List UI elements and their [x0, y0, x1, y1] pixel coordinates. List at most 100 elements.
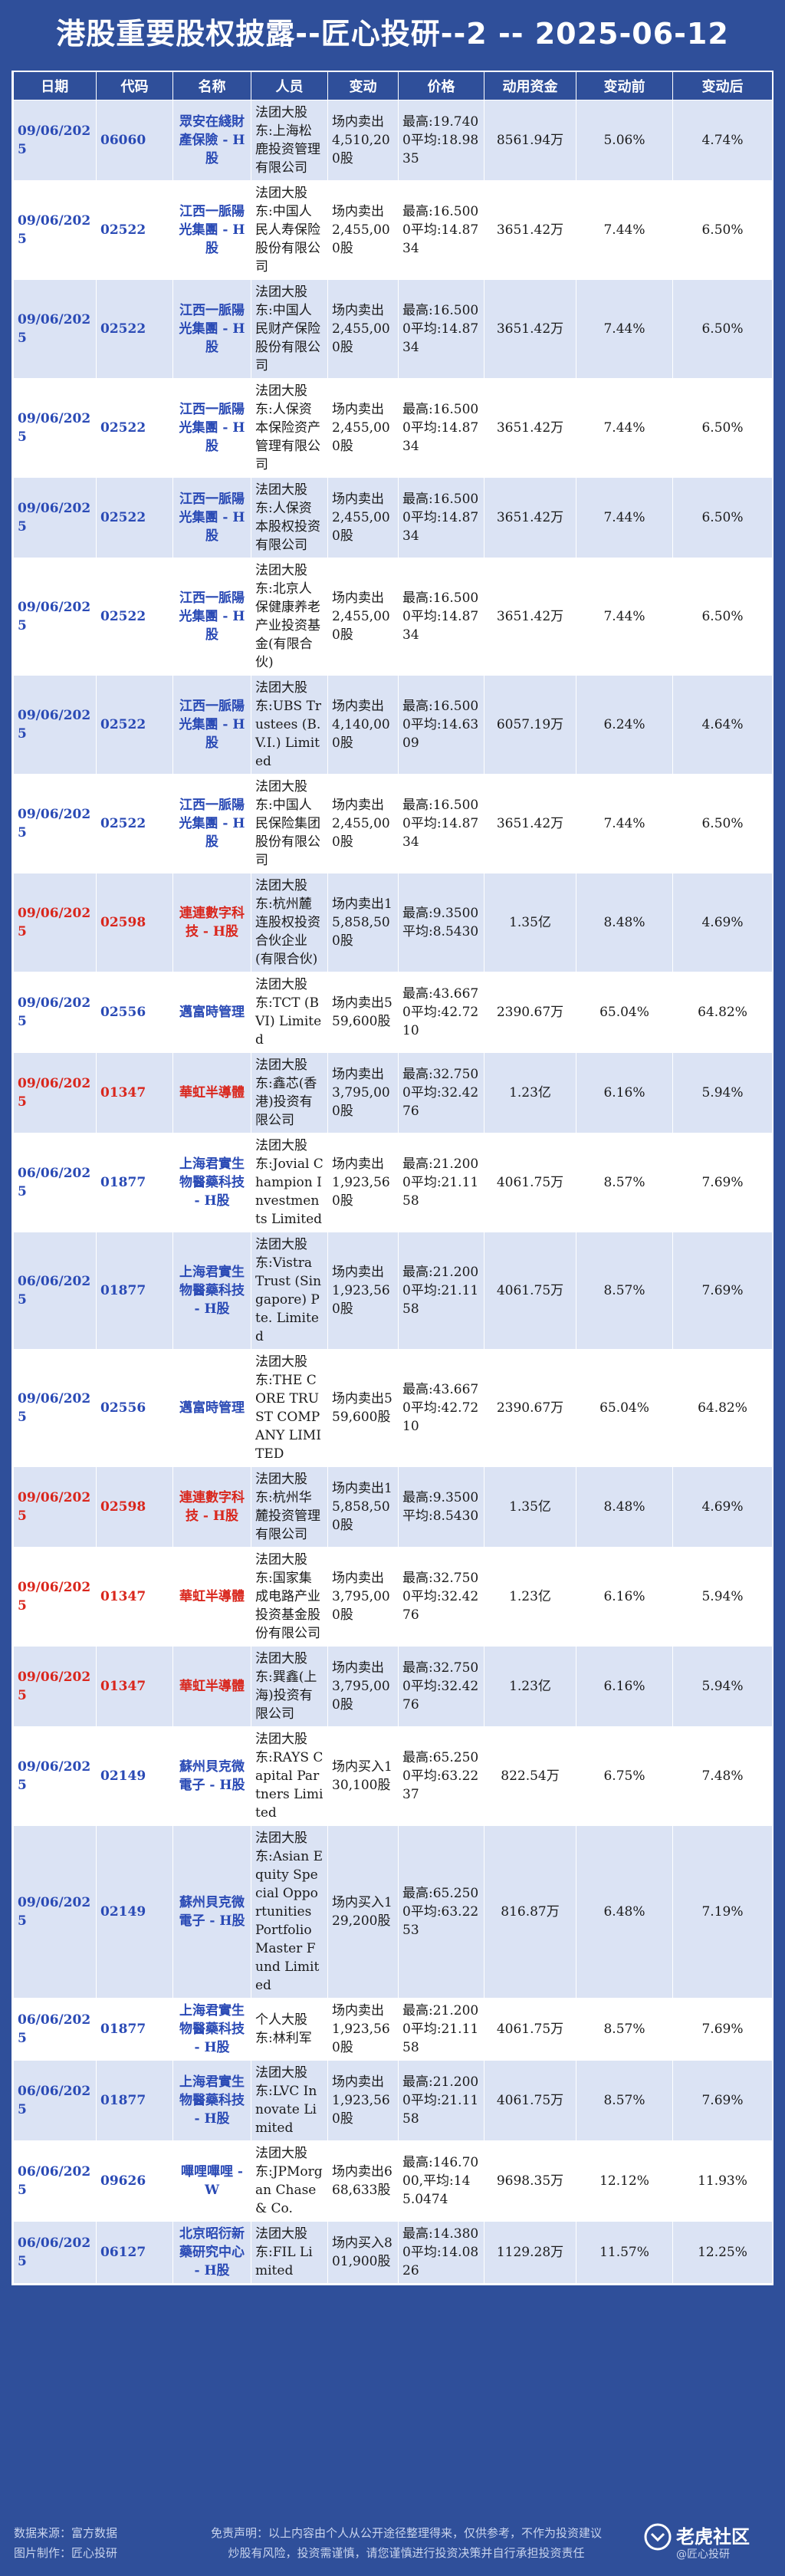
cell-funds: 4061.75万: [484, 2060, 576, 2141]
cell-after: 4.74%: [672, 100, 773, 181]
cell-after: 7.69%: [672, 1133, 773, 1232]
cell-person: 法团大股东:UBS Trustees (B.V.I.) Limited: [251, 675, 328, 775]
cell-change: 场内卖出3,795,000股: [327, 1547, 399, 1647]
cell-person: 法团大股东:国家集成电路产业投资基金股份有限公司: [251, 1547, 328, 1647]
header-funds: 动用资金: [484, 72, 576, 100]
cell-change: 场内卖出1,923,560股: [327, 1998, 399, 2061]
cell-before: 8.57%: [576, 2060, 673, 2141]
cell-person: 法团大股东:人保资本股权投资有限公司: [251, 477, 328, 558]
cell-date: 09/06/2025: [13, 1726, 97, 1826]
table-row: 06/06/2025 01877 上海君實生物醫藥科技 - H股 个人大股东:林利军场…: [13, 1998, 773, 2061]
cell-name: 邁富時管理: [172, 1349, 251, 1467]
cell-before: 8.57%: [576, 1133, 673, 1232]
cell-before: 11.57%: [576, 2221, 673, 2284]
cell-date: 09/06/2025: [13, 558, 97, 676]
cell-after: 7.69%: [672, 2060, 773, 2141]
cell-name: 江西一脈陽光集團 - H股: [172, 558, 251, 676]
cell-before: 5.06%: [576, 100, 673, 181]
table-row: 09/06/2025 02598 連連數字科技 - H股 法团大股东:杭州麓连股权投资…: [13, 873, 773, 972]
cell-price: 最高:9.3500平均:8.5430: [398, 873, 484, 972]
cell-funds: 9698.35万: [484, 2140, 576, 2222]
cell-code: 01877: [96, 1133, 173, 1232]
cell-code: 02598: [96, 873, 173, 972]
cell-person: 法团大股东:上海松鹿投资管理有限公司: [251, 100, 328, 181]
cell-person: 法团大股东:LVC Innovate Limited: [251, 2060, 328, 2141]
cell-date: 09/06/2025: [13, 1646, 97, 1727]
disclosure-table-wrap: 日期 代码 名称 人员 变动 价格 动用资金 变动前 变动后 09/06/202…: [11, 71, 774, 2285]
cell-before: 7.44%: [576, 774, 673, 873]
cell-date: 06/06/2025: [13, 1998, 97, 2061]
cell-name: 江西一脈陽光集團 - H股: [172, 180, 251, 280]
cell-code: 01877: [96, 2060, 173, 2141]
table-row: 09/06/2025 02556 邁富時管理 法团大股东:THE CORE TRUST…: [13, 1349, 773, 1467]
table-row: 09/06/2025 02522 江西一脈陽光集團 - H股 法团大股东:人保资本股权…: [13, 477, 773, 558]
cell-funds: 1129.28万: [484, 2221, 576, 2284]
cell-change: 场内买入801,900股: [327, 2221, 399, 2284]
cell-before: 8.48%: [576, 1466, 673, 1548]
cell-price: 最高:16.5000平均:14.8734: [398, 477, 484, 558]
cell-before: 7.44%: [576, 378, 673, 478]
table-row: 09/06/2025 02556 邁富時管理 法团大股东:TCT (BVI) Limi…: [13, 972, 773, 1053]
cell-name: 蘇州貝克微電子 - H股: [172, 1825, 251, 1999]
cell-after: 6.50%: [672, 774, 773, 873]
table-row: 09/06/2025 02522 江西一脈陽光集團 - H股 法团大股东:中国人民财产…: [13, 279, 773, 379]
table-row: 09/06/2025 02522 江西一脈陽光集團 - H股 法团大股东:北京人保健康…: [13, 558, 773, 676]
cell-person: 法团大股东:杭州麓连股权投资合伙企业(有限合伙): [251, 873, 328, 972]
cell-change: 场内卖出1,923,560股: [327, 2060, 399, 2141]
cell-person: 法团大股东:中国人民保险集团股份有限公司: [251, 774, 328, 873]
cell-date: 09/06/2025: [13, 675, 97, 775]
cell-date: 09/06/2025: [13, 972, 97, 1053]
table-row: 09/06/2025 02522 江西一脈陽光集團 - H股 法团大股东:UBS Tr…: [13, 675, 773, 775]
cell-name: 眾安在綫財產保險 - H股: [172, 100, 251, 181]
table-row: 09/06/2025 02598 連連數字科技 - H股 法团大股东:杭州华麓投资管理…: [13, 1466, 773, 1548]
cell-after: 7.19%: [672, 1825, 773, 1999]
cell-change: 场内卖出4,140,000股: [327, 675, 399, 775]
cell-change: 场内卖出2,455,000股: [327, 378, 399, 478]
cell-person: 个人大股东:林利军: [251, 1998, 328, 2061]
cell-funds: 3651.42万: [484, 558, 576, 676]
table-row: 09/06/2025 02522 江西一脈陽光集團 - H股 法团大股东:中国人民人寿…: [13, 180, 773, 280]
cell-date: 06/06/2025: [13, 1133, 97, 1232]
cell-price: 最高:43.6670平均:42.7210: [398, 972, 484, 1053]
cell-after: 6.50%: [672, 477, 773, 558]
footer-source: 数据来源：富方数据: [14, 2526, 118, 2540]
cell-change: 场内卖出559,600股: [327, 972, 399, 1053]
cell-funds: 1.23亿: [484, 1646, 576, 1727]
cell-person: 法团大股东:RAYS Capital Partners Limited: [251, 1726, 328, 1826]
cell-funds: 4061.75万: [484, 1998, 576, 2061]
cell-person: 法团大股东:北京人保健康养老产业投资基金(有限合伙): [251, 558, 328, 676]
cell-after: 7.48%: [672, 1726, 773, 1826]
table-row: 09/06/2025 01347 華虹半導體 法团大股东:鑫芯(香港)投资有限公司 场内…: [13, 1052, 773, 1133]
table-row: 06/06/2025 06127 北京昭衍新藥研究中心 - H股 法团大股东:FIL …: [13, 2221, 773, 2284]
cell-before: 7.44%: [576, 477, 673, 558]
cell-before: 65.04%: [576, 972, 673, 1053]
cell-funds: 3651.42万: [484, 774, 576, 873]
cell-name: 邁富時管理: [172, 972, 251, 1053]
cell-person: 法团大股东:中国人民人寿保险股份有限公司: [251, 180, 328, 280]
cell-after: 12.25%: [672, 2221, 773, 2284]
cell-after: 5.94%: [672, 1646, 773, 1727]
cell-after: 6.50%: [672, 558, 773, 676]
cell-code: 02522: [96, 558, 173, 676]
cell-price: 最高:9.3500平均:8.5430: [398, 1466, 484, 1548]
cell-price: 最高:21.2000平均:21.1158: [398, 2060, 484, 2141]
table-header-row: 日期 代码 名称 人员 变动 价格 动用资金 变动前 变动后: [13, 72, 773, 100]
page-title: 港股重要股权披露--匠心投研--2 -- 2025-06-12: [56, 16, 729, 51]
cell-after: 6.50%: [672, 378, 773, 478]
cell-price: 最高:32.7500平均:32.4276: [398, 1052, 484, 1133]
cell-date: 09/06/2025: [13, 873, 97, 972]
cell-code: 01877: [96, 1998, 173, 2061]
cell-change: 场内买入130,100股: [327, 1726, 399, 1826]
cell-after: 4.64%: [672, 675, 773, 775]
header-date: 日期: [13, 72, 97, 100]
cell-code: 01347: [96, 1052, 173, 1133]
cell-person: 法团大股东:鑫芯(香港)投资有限公司: [251, 1052, 328, 1133]
cell-after: 7.69%: [672, 1998, 773, 2061]
footer-maker: 图片制作：匠心投研: [14, 2546, 118, 2560]
cell-change: 场内卖出1,923,560股: [327, 1133, 399, 1232]
cell-change: 场内卖出559,600股: [327, 1349, 399, 1467]
cell-date: 09/06/2025: [13, 100, 97, 181]
cell-price: 最高:16.5000平均:14.8734: [398, 180, 484, 280]
cell-person: 法团大股东:中国人民财产保险股份有限公司: [251, 279, 328, 379]
